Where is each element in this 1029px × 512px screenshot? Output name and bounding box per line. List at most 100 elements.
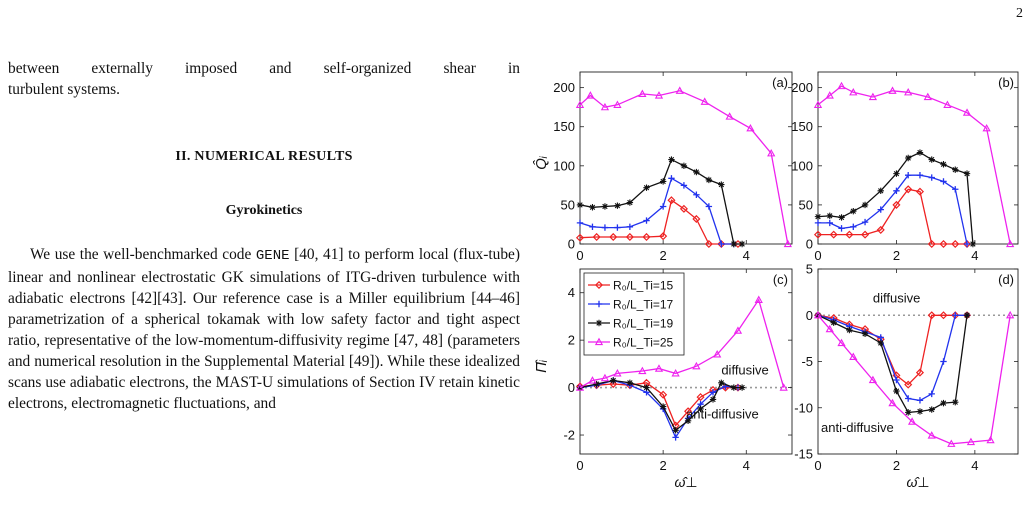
y-tick-label: 5 [806,262,813,277]
intro-paragraph: between externally imposed and self-orga… [8,58,520,100]
y-tick-label: 0 [806,237,813,252]
data-point [829,230,838,239]
chart-panel-d: -15 -10 -5 0 5 0 2 4 (d) ω̂⊥ diffusive anti-diffusi… [794,262,1019,490]
legend-marker [594,280,604,290]
data-point [888,398,897,407]
series-line [817,151,974,245]
y-tick-label: 100 [791,158,813,173]
x-tick-label: 0 [814,248,821,263]
data-point [846,326,853,334]
data-point [709,396,717,403]
data-point [952,399,959,406]
data-point [733,326,743,334]
x-axis-label: ω̂⊥ [674,474,697,490]
data-point [868,92,878,101]
data-point [845,230,854,239]
data-point [927,311,936,320]
data-point [625,232,634,242]
panel-label: (b) [998,75,1014,90]
data-point [947,439,956,447]
data-point [915,368,925,377]
subsection-heading: Gyrokinetics [225,203,303,218]
data-point [705,203,713,210]
data-point [904,395,912,402]
section-heading: II. NUMERICAL RESULTS [175,149,353,164]
panel-label: (a) [772,75,788,90]
data-point [588,376,597,384]
legend-entry: R₀/L_Ti=25 [613,336,674,350]
data-point [830,319,837,326]
data-point [589,223,596,230]
data-point [693,168,700,176]
data-point [877,206,884,213]
data-point [593,380,600,388]
data-point [814,219,822,227]
data-point [671,369,680,377]
data-point [754,295,763,303]
annotation-anti-diffusive: anti-diffusive [686,406,759,421]
body-paragraph: We use the well-benchmarked code GENE [4… [8,244,520,414]
data-point [659,390,668,399]
data-point [700,97,709,105]
data-point [659,403,667,410]
chart-panel-b: 0 50 100 150 200 0 2 4 (b) [791,71,1019,263]
data-point [614,224,621,231]
data-point [626,223,634,230]
data-point [982,123,991,132]
legend-entry: R₀/L_Ti=15 [613,279,674,293]
data-point [709,389,717,396]
legend-marker [594,337,604,346]
data-point [916,397,924,404]
data-point [738,384,746,391]
data-point [692,214,701,224]
data-point [575,383,585,391]
data-point [939,311,948,320]
data-point [893,376,900,384]
data-point [614,202,621,209]
data-point [575,100,585,108]
data-point [861,218,869,226]
intro-line-2: turbulent systems. [8,81,121,98]
data-point [904,172,912,179]
data-point [963,170,971,177]
data-point [877,339,884,347]
data-point [986,435,995,444]
data-point [928,156,935,163]
data-point [849,87,858,96]
data-point [825,324,834,333]
data-point [861,330,869,337]
x-tick-label: 0 [576,248,583,263]
y-tick-label: -10 [794,400,813,415]
data-point [610,377,617,384]
panel-label: (c) [773,272,788,287]
series-3 [575,295,788,391]
data-point [713,350,722,358]
data-point [868,375,878,384]
y-tick-label: 2 [568,333,575,348]
y-tick-label: 200 [553,80,575,95]
series-1 [814,172,971,248]
legend-entry: R₀/L_Ti=19 [613,317,674,331]
data-point [718,379,725,387]
data-point [943,100,952,108]
data-point [939,239,948,249]
data-point [837,81,846,90]
data-point [672,434,679,441]
x-tick-label: 4 [743,458,750,473]
intro-line-1: between externally imposed and self-orga… [8,60,520,77]
data-point [696,393,705,402]
chart-panel-a: 0 50 100 150 200 0 2 4 (a) Q̂ᵢ [533,71,793,263]
data-point [601,203,609,210]
para-start: We use the well-benchmarked code [30,246,256,263]
data-point [928,406,935,413]
data-point [813,100,823,108]
y-tick-label: -5 [801,354,813,369]
data-point [718,181,725,188]
data-point [725,112,734,120]
data-point [675,86,684,94]
data-point [576,201,584,209]
data-point [600,102,610,111]
series-3 [813,310,1015,447]
data-point [779,383,788,391]
